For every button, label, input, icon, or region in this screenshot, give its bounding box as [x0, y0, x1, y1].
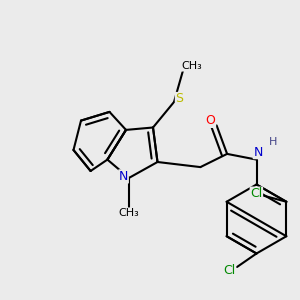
- Text: S: S: [176, 92, 183, 106]
- Text: Cl: Cl: [224, 263, 236, 277]
- Text: N: N: [253, 146, 263, 159]
- Text: CH₃: CH₃: [181, 61, 202, 71]
- Text: N: N: [119, 170, 128, 183]
- Text: CH₃: CH₃: [118, 208, 140, 218]
- Text: Cl: Cl: [250, 187, 262, 200]
- Text: O: O: [206, 114, 215, 128]
- Text: H: H: [269, 137, 277, 147]
